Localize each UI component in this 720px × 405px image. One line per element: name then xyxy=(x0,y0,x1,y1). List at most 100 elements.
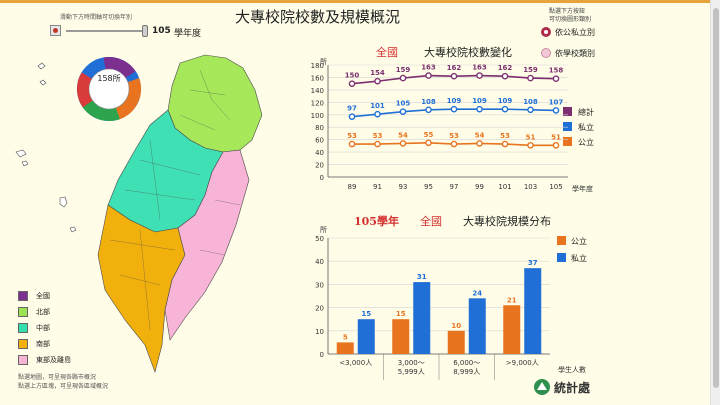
donut-label: 158所 xyxy=(97,74,121,83)
x-axis-label: 學生人數 xyxy=(558,365,586,374)
slider-knob-icon[interactable] xyxy=(142,25,148,37)
data-label: 108 xyxy=(523,98,538,106)
data-point xyxy=(527,74,534,82)
x-tick-label: 101 xyxy=(498,183,511,191)
data-label: 158 xyxy=(549,67,564,75)
data-point xyxy=(399,108,407,115)
data-point xyxy=(476,72,483,79)
data-label: 159 xyxy=(523,66,538,74)
category-label: 8,999人 xyxy=(453,368,480,376)
data-label: 109 xyxy=(498,97,513,105)
bar-label: 31 xyxy=(417,273,427,281)
category-label: >9,000人 xyxy=(506,359,539,367)
bar-label: 15 xyxy=(361,310,371,318)
data-point xyxy=(476,105,483,113)
vertical-scrollbar[interactable] xyxy=(710,0,720,405)
data-label: 55 xyxy=(424,131,434,139)
y-tick-label: 80 xyxy=(315,124,324,132)
bar-public xyxy=(447,330,465,354)
x-tick-label: 91 xyxy=(373,183,382,191)
y-tick-label: 30 xyxy=(315,281,324,289)
legend-label-public: 公立 xyxy=(578,138,594,147)
data-point xyxy=(348,113,356,120)
data-point xyxy=(374,77,381,85)
map-island-penghu-2 xyxy=(69,226,77,233)
data-point xyxy=(425,72,432,79)
note-map: 點選地圖，可呈現各縣市概況 xyxy=(18,374,97,381)
bar-label: 15 xyxy=(396,310,406,318)
x-tick-label: 93 xyxy=(399,183,408,191)
year-slider-track[interactable] xyxy=(66,30,146,32)
map-island-kinmen-2 xyxy=(21,160,29,167)
legend-label-national[interactable]: 全國 xyxy=(36,292,50,300)
x-tick-label: 89 xyxy=(348,183,357,191)
data-label: 162 xyxy=(447,64,462,72)
data-point xyxy=(552,107,560,114)
data-label: 163 xyxy=(421,64,436,72)
legend-color-south[interactable] xyxy=(18,339,28,349)
x-axis-label: 學年度 xyxy=(572,184,593,193)
x-tick-label: 99 xyxy=(475,183,484,191)
data-point xyxy=(348,80,356,87)
category-label: 5,999人 xyxy=(398,368,425,376)
taiwan-map[interactable] xyxy=(0,0,300,405)
legend-color-bar-private xyxy=(557,253,566,262)
y-tick-label: 140 xyxy=(311,87,324,95)
logo-text: 統計處 xyxy=(554,381,591,395)
chart1-title: 大專校院校數變化 xyxy=(424,46,512,59)
record-icon[interactable] xyxy=(50,25,61,36)
year-unit: 學年度 xyxy=(174,29,202,39)
legend-color-national[interactable] xyxy=(18,291,28,301)
legend-label-east[interactable]: 東部及離島 xyxy=(36,356,71,364)
selector-hint-line2: 可切換圖形類別 xyxy=(549,16,592,23)
data-label: 53 xyxy=(347,132,357,140)
x-tick-label: 105 xyxy=(549,183,562,191)
bar-label: 37 xyxy=(528,259,538,267)
chart2-title: 大專校院規模分布 xyxy=(463,215,551,228)
option-school-type[interactable]: 依學校類別 xyxy=(555,49,595,58)
chart2-region-label: 全國 xyxy=(420,215,442,228)
data-point xyxy=(552,141,560,149)
legend-color-north[interactable] xyxy=(18,307,28,317)
legend-label-central[interactable]: 中部 xyxy=(36,324,50,332)
y-axis-unit: 所 xyxy=(320,57,327,66)
legend-color-private xyxy=(563,122,572,131)
data-point xyxy=(527,141,534,149)
data-point xyxy=(399,140,407,147)
x-tick-label: 97 xyxy=(450,183,459,191)
option-public-private[interactable]: 依公私立別 xyxy=(555,28,595,37)
data-label: 109 xyxy=(447,97,462,105)
data-label: 53 xyxy=(500,132,510,140)
y-tick-label: 180 xyxy=(311,62,324,70)
y-tick-label: 0 xyxy=(320,351,324,359)
legend-color-central[interactable] xyxy=(18,323,28,333)
data-label: 97 xyxy=(347,105,357,113)
legend-label-north[interactable]: 北部 xyxy=(36,308,50,316)
legend-color-east[interactable] xyxy=(18,355,28,365)
category-label: 3,000～ xyxy=(398,359,425,367)
map-region-east xyxy=(164,149,250,341)
bar-public xyxy=(503,305,521,354)
y-tick-label: 20 xyxy=(315,162,324,170)
data-label: 53 xyxy=(373,132,383,140)
legend-label-private: 私立 xyxy=(578,123,594,132)
bar-label: 10 xyxy=(451,322,461,330)
scrollbar-thumb[interactable] xyxy=(713,8,719,388)
bar-private xyxy=(413,282,431,354)
data-point xyxy=(425,106,432,114)
y-tick-label: 50 xyxy=(315,235,324,243)
x-tick-label: 95 xyxy=(424,183,433,191)
radio-icon[interactable] xyxy=(541,27,551,37)
radio-icon[interactable] xyxy=(541,48,551,58)
donut-icon[interactable] xyxy=(74,54,144,124)
data-label: 109 xyxy=(472,97,487,105)
data-point xyxy=(399,74,407,82)
chart2-year-label: 105學年 xyxy=(354,215,399,228)
y-tick-label: 160 xyxy=(311,74,324,82)
data-label: 54 xyxy=(475,131,485,139)
y-tick-label: 0 xyxy=(320,174,324,182)
legend-label-south[interactable]: 南部 xyxy=(36,340,50,348)
slider-hint: 滑動下方時間軸可切換年別 xyxy=(60,14,133,21)
